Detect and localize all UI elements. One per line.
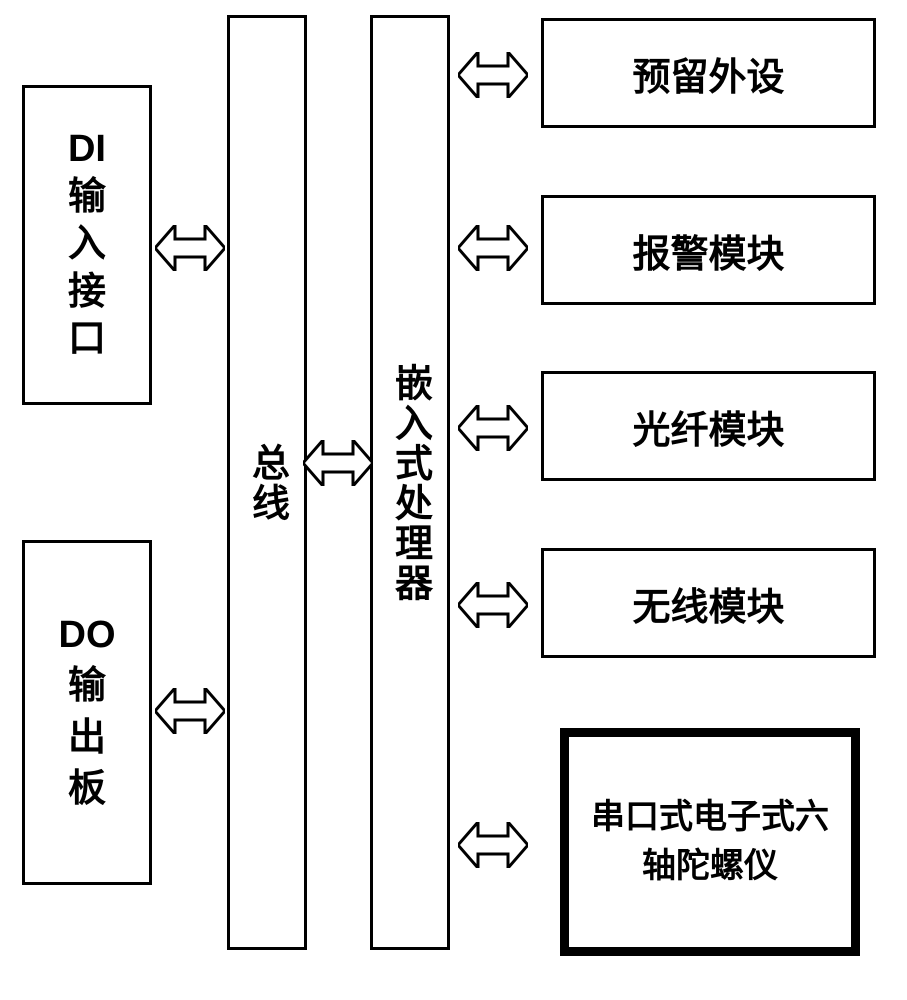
double-arrow-icon xyxy=(458,582,528,628)
gyro-label: 串口式电子式六轴陀螺仪 xyxy=(569,793,851,892)
double-arrow-icon xyxy=(155,688,225,734)
reserved-peripheral-label: 预留外设 xyxy=(632,46,784,101)
double-arrow-icon xyxy=(458,405,528,451)
cpu-box: 嵌入式处理器 xyxy=(370,15,450,950)
double-arrow-icon xyxy=(458,225,528,271)
double-arrow-icon xyxy=(155,225,225,271)
bus-label: 总线 xyxy=(240,443,295,523)
wireless-module-label: 无线模块 xyxy=(632,576,784,631)
do-output-label: DO 输 出 板 xyxy=(59,610,116,815)
bus-box: 总线 xyxy=(227,15,307,950)
double-arrow-icon xyxy=(303,440,373,486)
reserved-peripheral-box: 预留外设 xyxy=(541,18,876,128)
gyro-box: 串口式电子式六轴陀螺仪 xyxy=(560,728,860,956)
do-output-box: DO 输 出 板 xyxy=(22,540,152,885)
alarm-module-label: 报警模块 xyxy=(632,223,784,278)
wireless-module-box: 无线模块 xyxy=(541,548,876,658)
alarm-module-box: 报警模块 xyxy=(541,195,876,305)
double-arrow-icon xyxy=(458,52,528,98)
cpu-label: 嵌入式处理器 xyxy=(383,363,438,603)
di-input-box: DI 输 入 接 口 xyxy=(22,85,152,405)
diagram-canvas: DI 输 入 接 口 DO 输 出 板 总线 嵌入式处理器 预留外设 报警模块 … xyxy=(0,0,907,1000)
fiber-module-label: 光纤模块 xyxy=(632,399,784,454)
di-input-label: DI 输 入 接 口 xyxy=(68,126,106,364)
double-arrow-icon xyxy=(458,822,528,868)
fiber-module-box: 光纤模块 xyxy=(541,371,876,481)
